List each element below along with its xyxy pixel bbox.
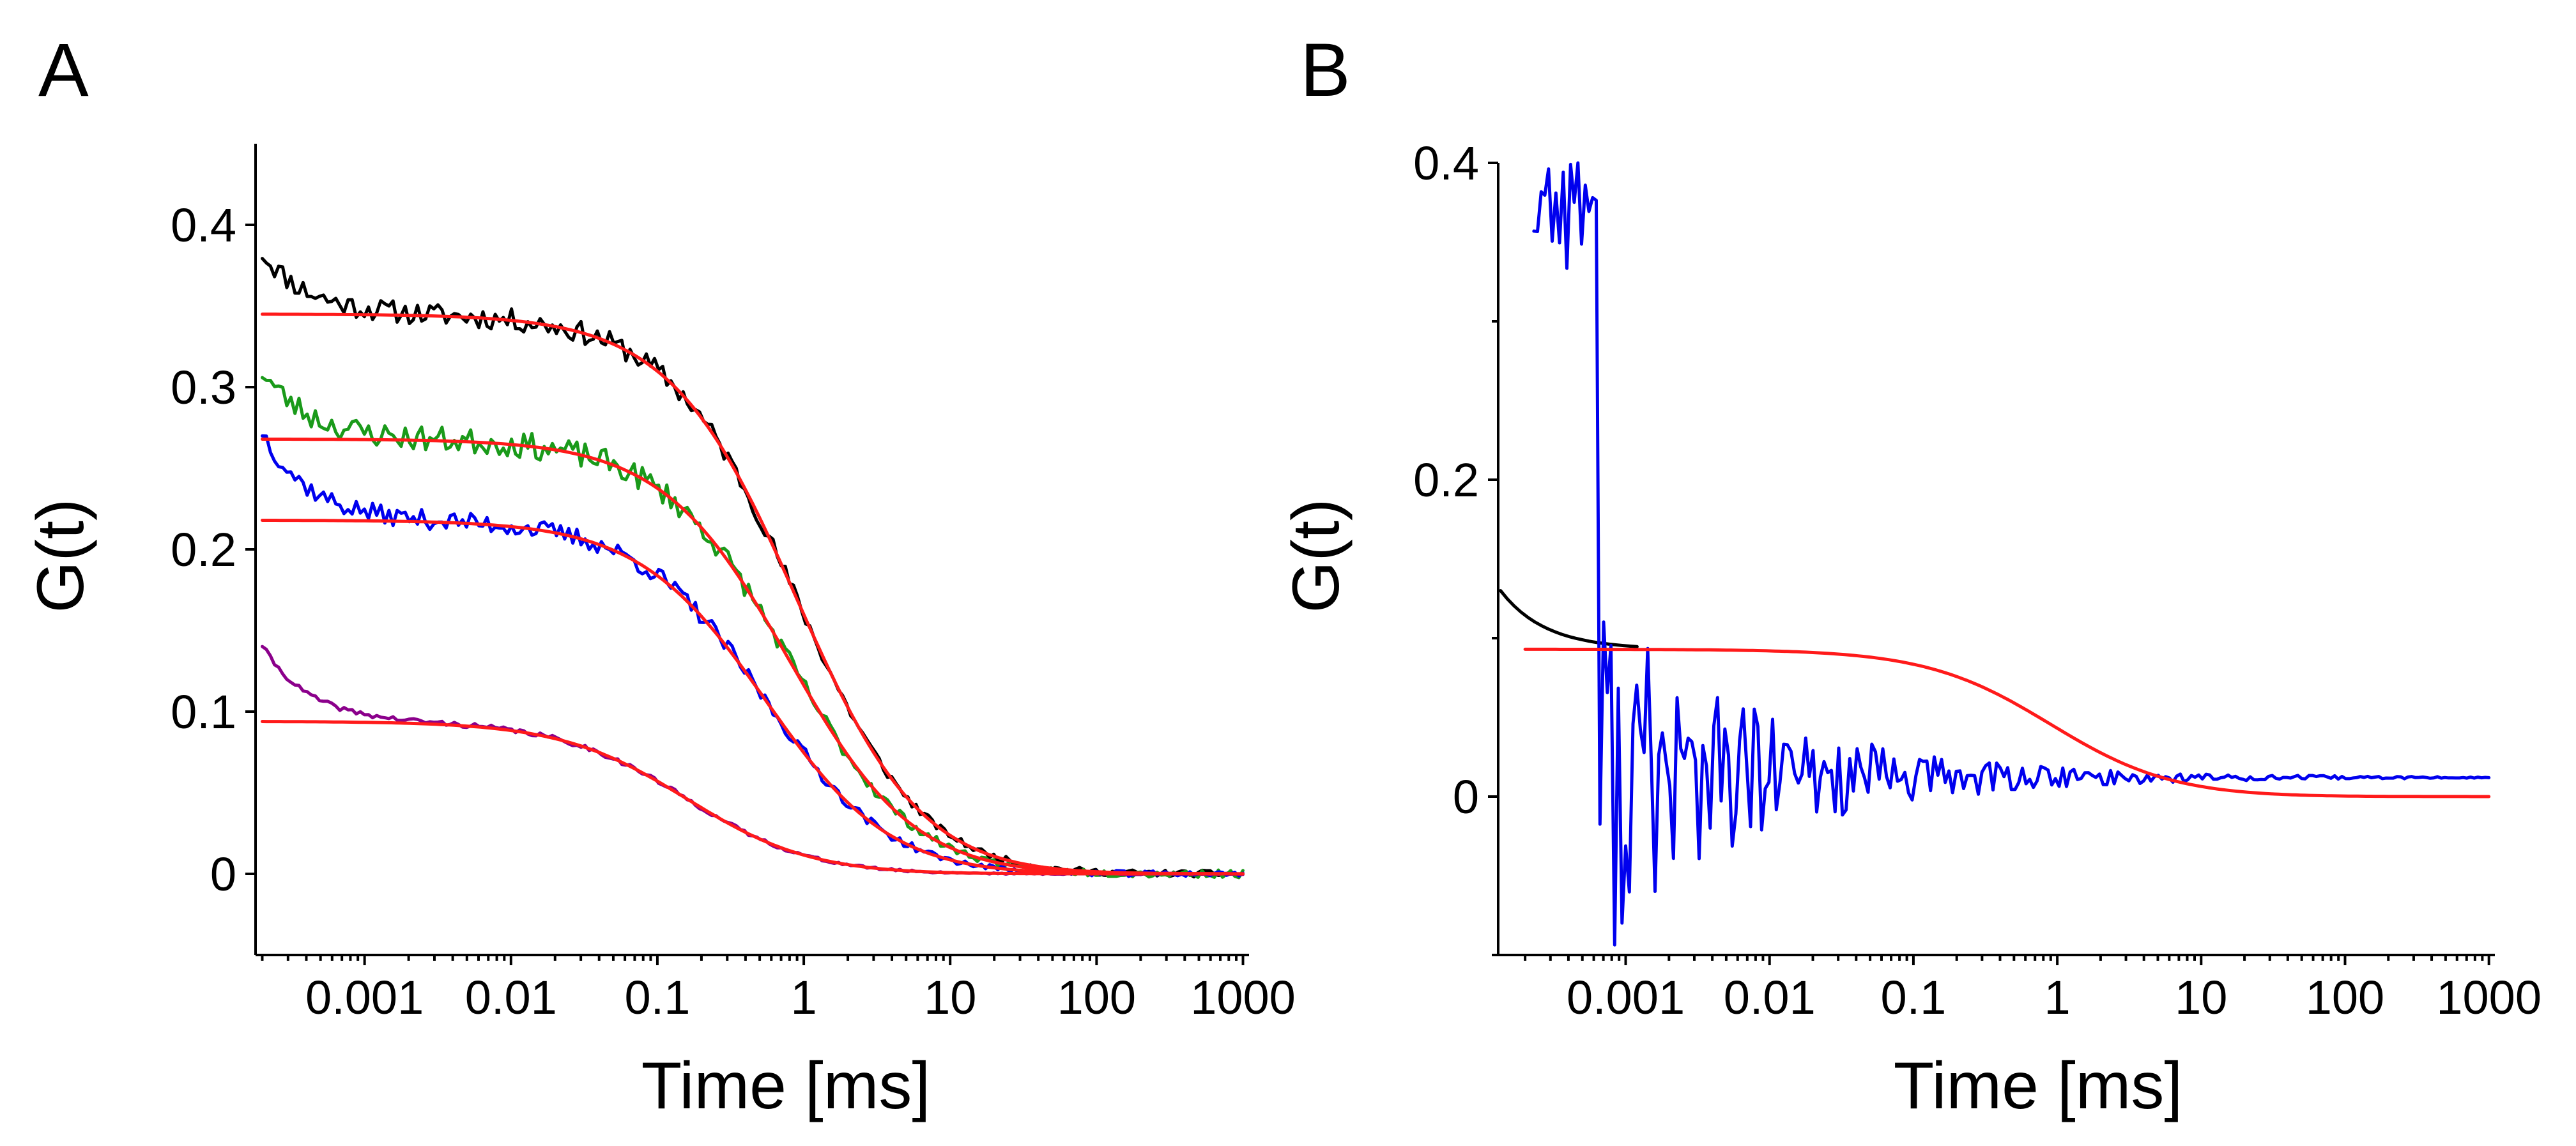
x-tick-label-b: 0.01 [1724, 971, 1816, 1024]
x-tick-label-a: 0.01 [465, 971, 557, 1024]
x-tick-label-a: 1 [791, 971, 817, 1024]
y-axis-title-b: G(t) [1279, 498, 1353, 613]
x-axis-title-b: Time [ms] [1894, 1049, 2183, 1123]
x-tick-label-b: 1000 [2436, 971, 2542, 1024]
panel-label-b: B [1300, 28, 1351, 112]
series-group-b [1499, 161, 2491, 947]
y-tick-label-b: 0.2 [1413, 454, 1479, 507]
x-tick-label-b: 0.1 [1880, 971, 1946, 1024]
series-fit-b [1523, 647, 2491, 798]
x-tick-label-a: 1000 [1190, 971, 1296, 1024]
y-tick-label-b: 0.4 [1413, 137, 1479, 190]
x-axis-title-a: Time [ms] [641, 1049, 931, 1123]
y-tick-label-a: 0.4 [171, 199, 236, 252]
x-tick-label-a: 10 [924, 971, 976, 1024]
y-tick-label-a: 0 [210, 848, 236, 901]
x-tick-label-b: 0.001 [1567, 971, 1685, 1024]
y-tick-label-b: 0 [1453, 770, 1479, 823]
series-green-data-a [261, 376, 1245, 880]
y-tick-label-a: 0.3 [171, 361, 236, 414]
series-black-data-a [261, 257, 1245, 879]
panel-a: A G(t) Time [ms] 0.001 0.01 0.1 1 10 100 10000… [24, 28, 1296, 1123]
y-tick-label-a: 0.1 [171, 685, 236, 738]
x-tick-label-a: 100 [1057, 971, 1136, 1024]
series-purple-fit-a [261, 720, 1245, 876]
y-axis-title-a: G(t) [24, 498, 98, 613]
series-group-a [261, 257, 1245, 880]
x-tick-label-a: 0.001 [305, 971, 424, 1024]
x-tick-label-a: 0.1 [625, 971, 691, 1024]
panel-b: B G(t) Time [ms] 0.001 0.01 0.1 1 10 100 10000… [1279, 28, 2542, 1123]
panel-label-a: A [38, 28, 89, 112]
axes-b: 0.001 0.01 0.1 1 10 100 1000 0 0.2 0.4 [1413, 137, 2542, 1024]
series-blue-fit-a [261, 519, 1245, 876]
series-blue-data-b [1532, 161, 2491, 947]
x-tick-label-b: 10 [2175, 971, 2227, 1024]
x-tick-label-b: 1 [2044, 971, 2071, 1024]
y-tick-label-a: 0.2 [171, 523, 236, 576]
x-tick-label-b: 100 [2306, 971, 2384, 1024]
axes-a: 0.001 0.01 0.1 1 10 100 1000 0 0.1 0.2 0.3 0.4 [171, 144, 1296, 1024]
series-black-data-b [1499, 589, 1639, 648]
